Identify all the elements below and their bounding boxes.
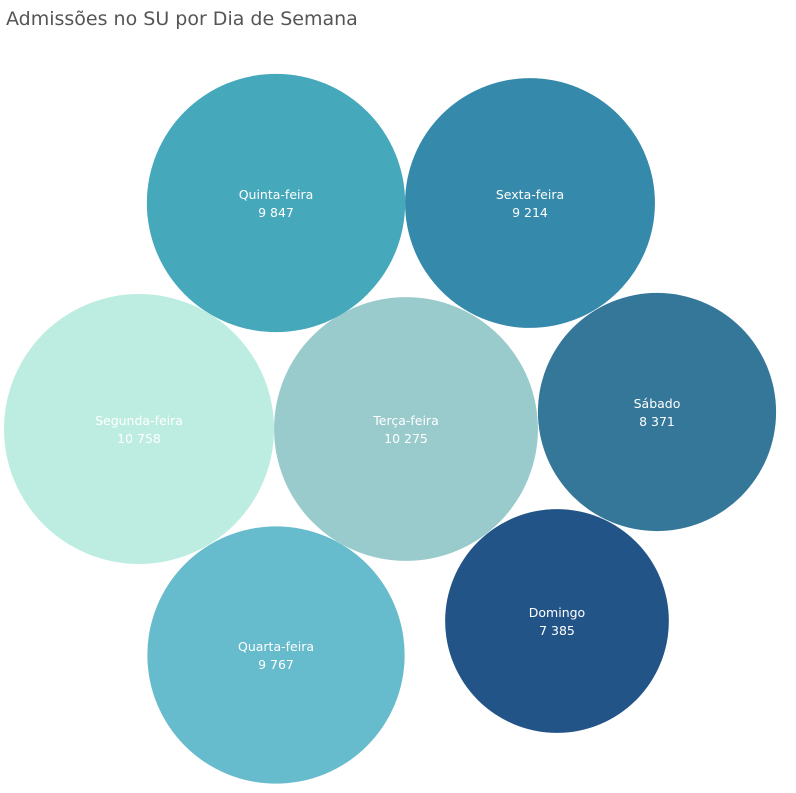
bubble-terca-feira[interactable]: Terça-feira 10 275 (274, 297, 538, 561)
bubble-category-label: Sábado (634, 396, 681, 411)
bubble-circle[interactable] (4, 294, 274, 564)
bubble-value-label: 9 214 (512, 205, 548, 220)
bubble-value-label: 8 371 (639, 414, 675, 429)
bubble-category-label: Sexta-feira (496, 187, 564, 202)
bubble-sexta-feira[interactable]: Sexta-feira 9 214 (405, 78, 655, 328)
bubble-circle[interactable] (445, 509, 669, 733)
bubble-value-label: 9 847 (258, 205, 294, 220)
bubble-value-label: 10 275 (384, 431, 428, 446)
bubble-circle[interactable] (146, 73, 406, 333)
bubble-category-label: Quarta-feira (238, 639, 314, 654)
bubble-domingo[interactable]: Domingo 7 385 (445, 509, 669, 733)
bubble-category-label: Domingo (529, 605, 585, 620)
chart-title: Admissões no SU por Dia de Semana (6, 8, 358, 30)
bubble-value-label: 10 758 (117, 431, 161, 446)
bubble-circle[interactable] (537, 292, 777, 532)
bubble-value-label: 9 767 (258, 657, 294, 672)
bubble-segunda-feira[interactable]: Segunda-feira 10 758 (4, 294, 274, 564)
bubble-circle[interactable] (147, 526, 405, 784)
bubble-category-label: Quinta-feira (239, 187, 314, 202)
bubble-value-label: 7 385 (539, 623, 575, 638)
bubble-circle[interactable] (274, 297, 538, 561)
bubble-category-label: Segunda-feira (95, 413, 183, 428)
bubble-sabado[interactable]: Sábado 8 371 (537, 292, 777, 532)
bubble-quarta-feira[interactable]: Quarta-feira 9 767 (147, 526, 405, 784)
bubble-category-label: Terça-feira (372, 413, 438, 428)
bubble-circle[interactable] (405, 78, 655, 328)
bubble-quinta-feira[interactable]: Quinta-feira 9 847 (146, 73, 406, 333)
